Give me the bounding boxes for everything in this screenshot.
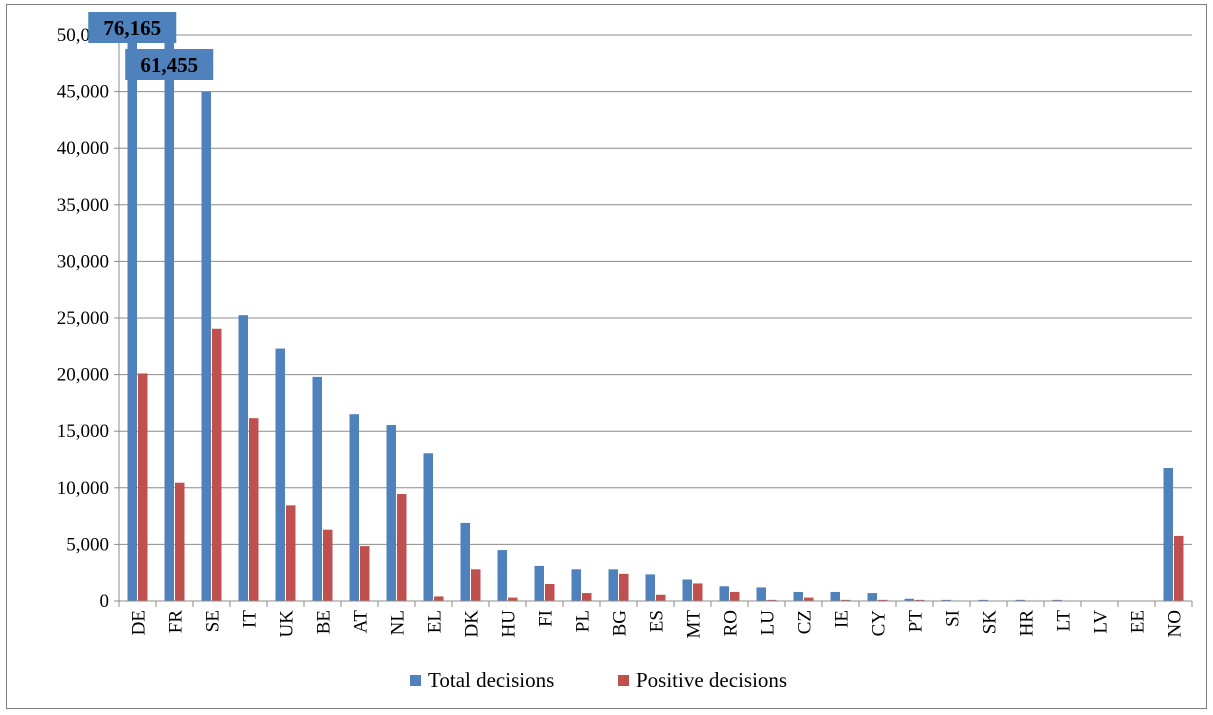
- bar-positive-decisions: [915, 599, 925, 601]
- bar-total-decisions: [238, 315, 248, 601]
- x-tick-label: CY: [869, 610, 890, 637]
- x-tick-label: NO: [1165, 610, 1186, 637]
- x-tick-label: IT: [240, 610, 261, 628]
- bar-total-decisions: [830, 591, 840, 601]
- bar-positive-decisions: [323, 529, 333, 601]
- bar-positive-decisions: [619, 573, 629, 601]
- x-tick-label: MT: [684, 610, 705, 639]
- bar-total-decisions: [719, 586, 729, 601]
- bar-total-decisions: [793, 591, 803, 601]
- bar-total-decisions: [571, 569, 581, 601]
- bar-total-decisions: [497, 550, 507, 601]
- x-tick-label: CZ: [795, 610, 816, 634]
- x-tick-label: HR: [1017, 610, 1038, 637]
- bar-positive-decisions: [397, 494, 407, 601]
- y-tick-label: 25,000: [57, 308, 109, 329]
- bar-total-decisions: [978, 599, 988, 601]
- bar-total-decisions: [127, 35, 137, 601]
- legend-label-total: Total decisions: [428, 668, 554, 692]
- y-tick-label: 35,000: [57, 195, 109, 216]
- x-tick-label: RO: [721, 610, 742, 636]
- bar-positive-decisions: [545, 584, 555, 601]
- bar-total-decisions: [941, 599, 951, 601]
- bar-positive-decisions: [1174, 535, 1184, 601]
- bar-positive-decisions: [804, 597, 814, 601]
- bar-positive-decisions: [656, 594, 666, 601]
- x-tick-label: FR: [166, 610, 187, 634]
- bar-total-decisions: [423, 453, 433, 601]
- bar-positive-decisions: [730, 591, 740, 601]
- y-tick-label: 45,000: [57, 82, 109, 103]
- x-tick-label: LT: [1054, 610, 1075, 632]
- y-tick-label: 20,000: [57, 365, 109, 386]
- bar-total-decisions: [1015, 599, 1025, 601]
- bar-total-decisions: [904, 598, 914, 601]
- y-tick-label: 30,000: [57, 251, 109, 272]
- legend-label-positive: Positive decisions: [636, 668, 787, 692]
- bar-total-decisions: [349, 414, 359, 601]
- bar-positive-decisions: [582, 593, 592, 601]
- bar-total-decisions: [682, 579, 692, 601]
- data-label-box: [88, 12, 177, 43]
- x-tick-label: PL: [573, 610, 594, 632]
- x-tick-label: EE: [1128, 610, 1149, 633]
- bar-positive-decisions: [434, 596, 444, 601]
- bar-positive-decisions: [767, 599, 777, 601]
- bar-positive-decisions: [175, 482, 185, 601]
- bar-total-decisions: [386, 424, 396, 601]
- x-tick-label: PT: [906, 610, 927, 633]
- x-tick-label: SI: [943, 610, 964, 627]
- x-tick-label: UK: [277, 610, 298, 638]
- bar-positive-decisions: [249, 418, 259, 601]
- x-tick-label: BG: [610, 610, 631, 637]
- bar-positive-decisions: [286, 505, 296, 601]
- legend-swatch-positive: [618, 675, 629, 686]
- y-tick-label: 10,000: [57, 478, 109, 499]
- bar-total-decisions: [1052, 599, 1062, 601]
- bar-positive-decisions: [693, 583, 703, 601]
- legend-swatch-total: [410, 675, 421, 686]
- bar-positive-decisions: [878, 599, 888, 601]
- bar-total-decisions: [534, 565, 544, 601]
- x-tick-label: SK: [980, 610, 1001, 635]
- bar-positive-decisions: [138, 373, 148, 601]
- bar-total-decisions: [460, 522, 470, 601]
- y-tick-label: 40,000: [57, 138, 109, 159]
- x-tick-label: AT: [351, 610, 372, 634]
- bar-total-decisions: [867, 593, 877, 601]
- x-tick-label: LV: [1091, 610, 1112, 634]
- x-tick-label: FI: [536, 610, 557, 627]
- y-tick-label: 15,000: [57, 421, 109, 442]
- bar-total-decisions: [312, 376, 322, 601]
- x-tick-label: NL: [388, 610, 409, 635]
- data-label: 76,165: [103, 16, 161, 40]
- bar-total-decisions: [608, 569, 618, 601]
- bar-positive-decisions: [212, 328, 222, 601]
- bar-total-decisions: [201, 91, 211, 601]
- x-tick-label: DE: [129, 610, 150, 635]
- bar-positive-decisions: [471, 569, 481, 601]
- bar-total-decisions: [1163, 467, 1173, 601]
- x-tick-label: HU: [499, 610, 520, 638]
- data-label: 61,455: [140, 53, 198, 77]
- x-tick-label: ES: [647, 610, 668, 632]
- y-tick-label: 0: [100, 591, 110, 612]
- y-tick-label: 5,000: [66, 534, 109, 555]
- bar-total-decisions: [645, 574, 655, 601]
- data-label-box: [125, 49, 214, 80]
- bar-positive-decisions: [841, 599, 851, 601]
- x-tick-label: BE: [314, 610, 335, 634]
- x-tick-label: EL: [425, 610, 446, 633]
- x-tick-label: SE: [203, 610, 224, 632]
- bar-total-decisions: [164, 35, 174, 601]
- x-tick-label: DK: [462, 610, 483, 638]
- bar-total-decisions: [275, 348, 285, 601]
- x-tick-label: IE: [832, 610, 853, 628]
- x-tick-label: LU: [758, 610, 779, 636]
- bar-positive-decisions: [360, 546, 370, 601]
- bar-total-decisions: [756, 587, 766, 601]
- bar-positive-decisions: [508, 597, 518, 601]
